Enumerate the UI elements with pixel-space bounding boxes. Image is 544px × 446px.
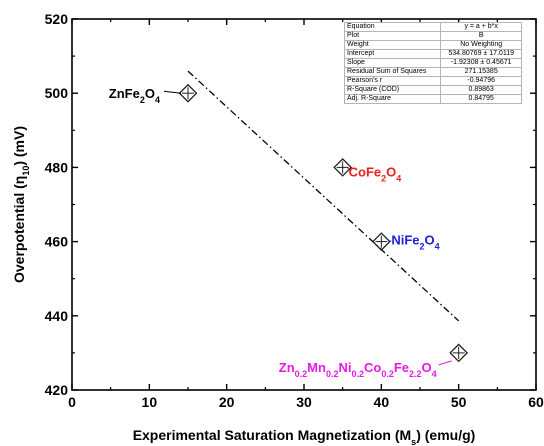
fit-line-layer xyxy=(187,70,460,322)
point-marker-diamond xyxy=(333,157,353,177)
y-tick-label: 460 xyxy=(45,234,69,250)
x-tick-label: 20 xyxy=(219,394,235,410)
fit-stats-row: Pearson's r -0.94796 xyxy=(343,76,522,86)
fit-stats-row: Equation y = a + b*x xyxy=(343,22,522,32)
point-label: ZnFe2O4 xyxy=(109,86,160,105)
point-leader xyxy=(438,360,452,366)
point-leader xyxy=(163,90,182,94)
y-tick-label: 520 xyxy=(45,11,69,27)
point-label: CoFe2O4 xyxy=(349,164,402,183)
fit-stat-name: Slope xyxy=(343,58,442,68)
fit-stat-name: Weight xyxy=(343,40,442,50)
data-point: NiFe2O4 xyxy=(371,232,440,252)
fit-stat-value: B xyxy=(440,31,522,41)
fit-stat-value: y = a + b*x xyxy=(440,22,522,32)
fit-stat-value: 0.84795 xyxy=(440,94,522,104)
x-tick-label: 30 xyxy=(296,394,312,410)
y-tick-label: 420 xyxy=(45,382,69,398)
y-axis-title: Overpotential (η10) (mV) xyxy=(11,126,31,283)
x-tick-label: 60 xyxy=(528,394,544,410)
fit-stat-value: 271.15385 xyxy=(440,67,522,77)
y-tick-label: 500 xyxy=(45,85,69,101)
x-tick-label: 50 xyxy=(451,394,467,410)
fit-stats-row: R-Square (COD) 0.89863 xyxy=(343,85,522,95)
point-marker-diamond xyxy=(371,232,391,252)
point-marker-diamond xyxy=(449,343,469,363)
x-tick-label: 10 xyxy=(142,394,158,410)
fit-stat-name: Equation xyxy=(343,22,442,32)
x-tick-label: 40 xyxy=(374,394,390,410)
fit-stat-name: R-Square (COD) xyxy=(343,85,442,95)
fit-stat-value: -0.94796 xyxy=(440,76,522,86)
linear-fit-line xyxy=(187,70,460,322)
point-label: NiFe2O4 xyxy=(391,233,439,252)
fit-stats-table: Equation y = a + b*x Plot B Weight No Weighti… xyxy=(343,22,522,104)
fit-stat-name: Pearson's r xyxy=(343,76,442,86)
fit-stat-name: Intercept xyxy=(343,49,442,59)
fit-stats-row: Intercept 534.80769 ± 17.0119 xyxy=(343,49,522,59)
fit-stats-row: Slope -1.92308 ± 0.45671 xyxy=(343,58,522,68)
fit-stat-value: 534.80769 ± 17.0119 xyxy=(440,49,522,59)
y-tick-label: 440 xyxy=(45,308,69,324)
data-point: Zn0.2Mn0.2Ni0.2Co0.2Fe2.2O4 xyxy=(279,343,469,379)
x-axis-title: Experimental Saturation Magnetization (M… xyxy=(133,427,476,446)
y-axis: 420 440 460 480 500 520 xyxy=(45,11,536,398)
points-layer: ZnFe2O4 CoFe2O4 NiFe2O4 Zn0.2Mn0.2Ni0.2Co0.… xyxy=(109,83,469,379)
fit-stat-value: No Weighting xyxy=(440,40,522,50)
point-marker-diamond xyxy=(178,83,198,103)
data-point: ZnFe2O4 xyxy=(109,83,198,105)
point-label: Zn0.2Mn0.2Ni0.2Co0.2Fe2.2O4 xyxy=(279,360,437,379)
data-point: CoFe2O4 xyxy=(333,157,402,183)
fit-stats-row: Weight No Weighting xyxy=(343,40,522,50)
fit-stat-name: Plot xyxy=(343,31,442,41)
x-axis: 0 10 20 30 40 50 60 xyxy=(68,19,544,410)
fit-stat-value: 0.89863 xyxy=(440,85,522,95)
fit-stats-row: Plot B xyxy=(343,31,522,41)
fit-stat-name: Residual Sum of Squares xyxy=(343,67,442,77)
fit-stat-name: Adj. R-Square xyxy=(343,94,442,104)
y-tick-label: 480 xyxy=(45,159,69,175)
fit-stats-row: Residual Sum of Squares 271.15385 xyxy=(343,67,522,77)
fit-stats-row: Adj. R-Square 0.84795 xyxy=(343,94,522,104)
x-tick-label: 0 xyxy=(68,394,76,410)
fit-stat-value: -1.92308 ± 0.45671 xyxy=(440,58,522,68)
